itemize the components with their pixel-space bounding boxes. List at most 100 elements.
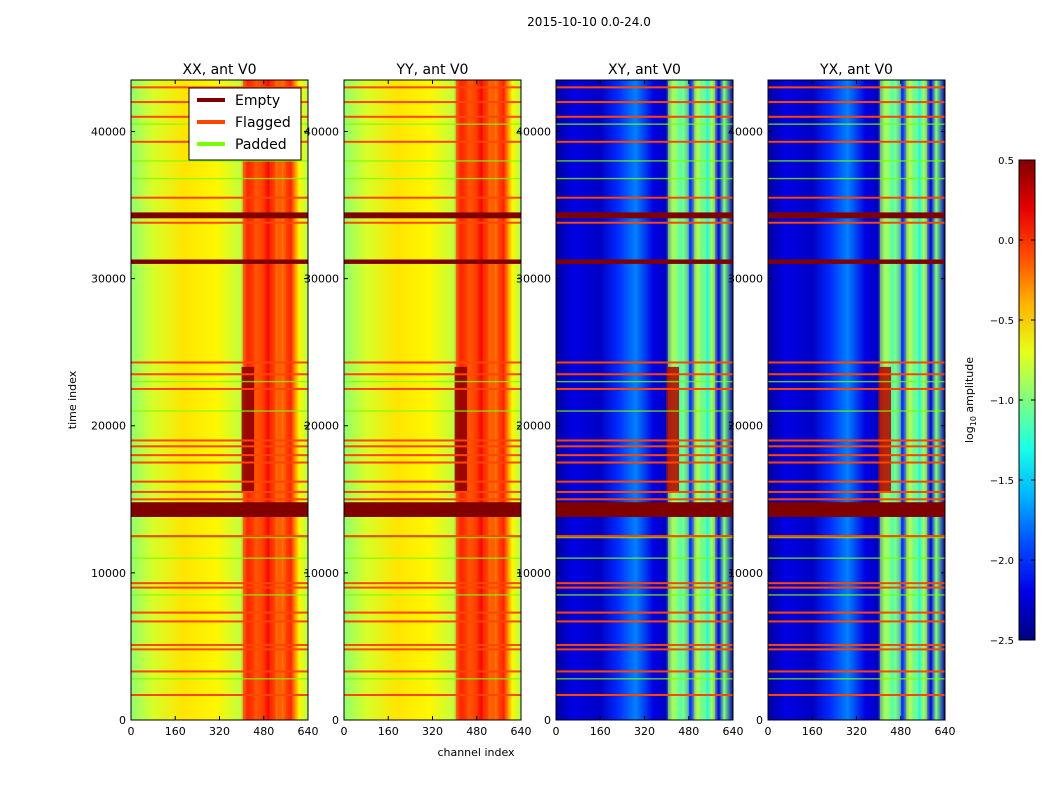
flagged-row <box>556 387 733 390</box>
flagged-row <box>556 140 733 143</box>
flagged-row <box>344 480 521 483</box>
flagged-row <box>344 498 521 501</box>
flagged-row <box>131 445 308 448</box>
colorbar-label-rest: amplitude <box>963 357 976 416</box>
padded-row <box>768 177 945 180</box>
padded-row <box>556 557 733 559</box>
flagged-row <box>768 86 945 89</box>
y-tick-label: 0 <box>332 714 339 727</box>
rfi-channel-column <box>681 80 689 720</box>
rfi-channel-column <box>498 80 504 720</box>
empty-band <box>768 259 945 264</box>
flagged-row <box>344 611 521 614</box>
flagged-row <box>131 693 308 696</box>
flagged-row <box>344 140 521 143</box>
flagged-row <box>344 648 521 651</box>
y-tick-label: 30000 <box>516 273 551 286</box>
y-tick-label: 10000 <box>728 567 763 580</box>
y-tick-label: 40000 <box>516 125 551 138</box>
colorbar-tick-label: 0.0 <box>998 236 1014 247</box>
flagged-row <box>556 611 733 614</box>
x-tick-label: 320 <box>209 725 230 738</box>
flagged-row <box>344 454 521 457</box>
y-tick-label: 40000 <box>728 125 763 138</box>
rfi-channel-column <box>702 80 707 720</box>
flagged-row <box>344 86 521 89</box>
empty-band <box>556 502 733 517</box>
rfi-channel-column <box>906 80 912 720</box>
flagged-row <box>344 643 521 646</box>
x-tick-label: 640 <box>723 725 744 738</box>
padded-row <box>768 557 945 559</box>
panel-title: XX, ant V0 <box>183 62 257 78</box>
rfi-channel-column <box>277 80 282 720</box>
colorbar-tick-label: 0.5 <box>998 156 1014 167</box>
colorbar-tick-label: −0.5 <box>990 316 1014 327</box>
flagged-row <box>768 361 945 364</box>
padded-row <box>344 536 521 539</box>
colorbar-tick-label: −1.5 <box>990 476 1014 487</box>
flagged-row <box>768 115 945 118</box>
flagged-row <box>131 535 308 538</box>
flagged-row <box>344 693 521 696</box>
rfi-channel-column <box>256 80 264 720</box>
flagged-row <box>131 196 308 199</box>
y-tick-label: 10000 <box>91 567 126 580</box>
padded-row <box>344 380 521 383</box>
flagged-row <box>556 361 733 364</box>
y-tick-label: 20000 <box>304 420 339 433</box>
flagged-row <box>131 643 308 646</box>
flagged-row <box>556 648 733 651</box>
flagged-row <box>768 373 945 376</box>
flagged-row <box>131 373 308 376</box>
flagged-row <box>556 86 733 89</box>
rfi-channel-column <box>285 80 291 720</box>
empty-band <box>768 502 945 517</box>
flagged-row <box>131 86 308 89</box>
padded-row <box>344 177 521 180</box>
padded-row <box>344 557 521 559</box>
flagged-row <box>768 670 945 673</box>
empty-band <box>344 502 521 517</box>
colorbar-tick-label: −2.0 <box>990 556 1014 567</box>
colorbar-label-log: log <box>963 426 976 443</box>
flagged-row <box>768 693 945 696</box>
flagged-row <box>344 361 521 364</box>
padded-row <box>344 123 521 125</box>
flagged-row <box>768 140 945 143</box>
empty-band <box>768 212 945 219</box>
x-tick-label: 160 <box>590 725 611 738</box>
flagged-row <box>131 439 308 442</box>
flagged-row <box>768 490 945 493</box>
colorbar-tick-label: −2.5 <box>990 636 1014 647</box>
flagged-row <box>556 586 733 589</box>
y-tick-label: 10000 <box>516 567 551 580</box>
flagged-row <box>556 643 733 646</box>
padded-row <box>556 160 733 162</box>
empty-band <box>556 212 733 219</box>
flagged-row <box>344 445 521 448</box>
padded-row <box>344 410 521 412</box>
flagged-row <box>556 582 733 585</box>
flagged-row <box>344 387 521 390</box>
rfi-channel-column <box>490 80 495 720</box>
flagged-row <box>344 586 521 589</box>
empty-band <box>344 259 521 264</box>
flagged-row <box>344 439 521 442</box>
flagged-row <box>556 115 733 118</box>
flagged-row <box>768 221 945 224</box>
colorbar: 0.5 0.0 −0.5 −1.0 −1.5 −2.0 −2.5 log10 amplitud… <box>963 156 1036 647</box>
padded-row <box>768 410 945 412</box>
panel-title: YY, ant V0 <box>396 62 469 78</box>
flagged-row <box>556 439 733 442</box>
flagged-row <box>768 461 945 464</box>
empty-band <box>131 502 308 517</box>
x-tick-label: 0 <box>128 725 135 738</box>
rfi-channel-column <box>482 80 488 720</box>
x-tick-label: 480 <box>890 725 911 738</box>
flagged-row <box>768 643 945 646</box>
padded-row <box>768 594 945 596</box>
padded-row <box>131 410 308 412</box>
legend-label: Empty <box>235 93 280 109</box>
